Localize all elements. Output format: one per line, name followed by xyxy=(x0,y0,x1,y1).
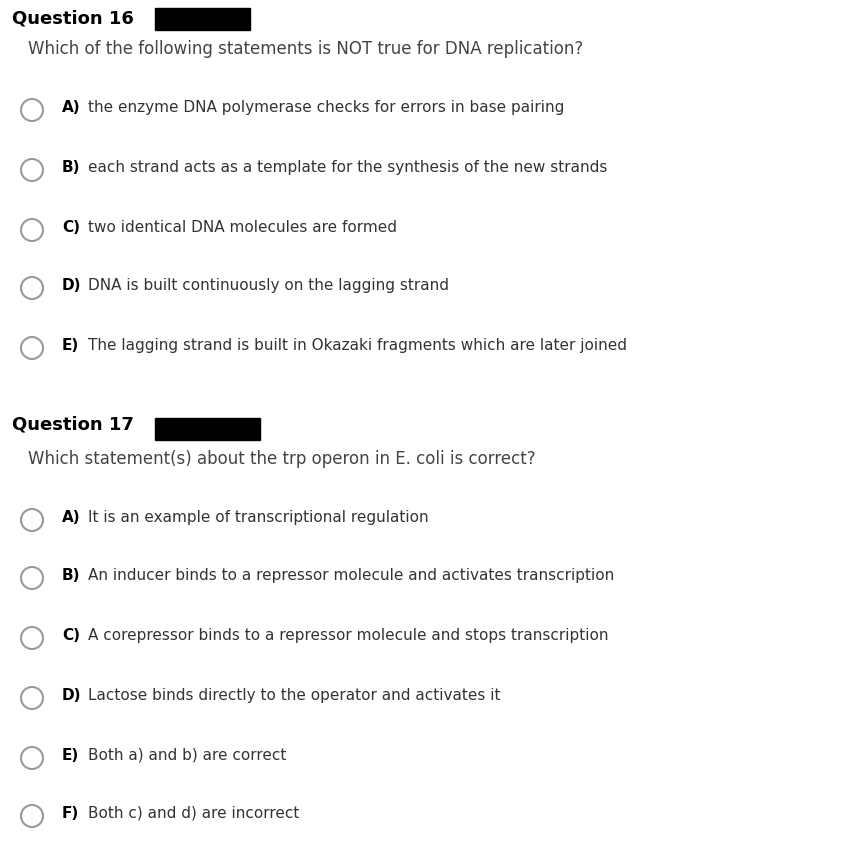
Bar xyxy=(155,418,260,440)
Text: Question 16: Question 16 xyxy=(12,10,134,28)
Text: C): C) xyxy=(62,628,80,643)
Text: C): C) xyxy=(62,220,80,235)
Text: DNA is built continuously on the lagging strand: DNA is built continuously on the lagging… xyxy=(88,278,449,293)
Text: two identical DNA molecules are formed: two identical DNA molecules are formed xyxy=(88,220,397,235)
Text: the enzyme DNA polymerase checks for errors in base pairing: the enzyme DNA polymerase checks for err… xyxy=(88,100,564,115)
Text: Which statement(s) about the trp operon in E. coli is correct?: Which statement(s) about the trp operon … xyxy=(28,450,536,468)
Text: each strand acts as a template for the synthesis of the new strands: each strand acts as a template for the s… xyxy=(88,160,607,175)
Text: Which of the following statements is NOT true for DNA replication?: Which of the following statements is NOT… xyxy=(28,40,584,58)
Text: Question 17: Question 17 xyxy=(12,415,134,433)
Text: Lactose binds directly to the operator and activates it: Lactose binds directly to the operator a… xyxy=(88,688,500,703)
Text: Both a) and b) are correct: Both a) and b) are correct xyxy=(88,748,286,763)
Text: A): A) xyxy=(62,510,81,525)
Text: D): D) xyxy=(62,688,82,703)
Text: A corepressor binds to a repressor molecule and stops transcription: A corepressor binds to a repressor molec… xyxy=(88,628,609,643)
Text: It is an example of transcriptional regulation: It is an example of transcriptional regu… xyxy=(88,510,429,525)
Text: E): E) xyxy=(62,748,79,763)
Text: D): D) xyxy=(62,278,82,293)
Bar xyxy=(155,8,250,30)
Text: B): B) xyxy=(62,568,81,583)
Text: Both c) and d) are incorrect: Both c) and d) are incorrect xyxy=(88,806,300,821)
Text: E): E) xyxy=(62,338,79,353)
Text: A): A) xyxy=(62,100,81,115)
Text: F): F) xyxy=(62,806,79,821)
Text: An inducer binds to a repressor molecule and activates transcription: An inducer binds to a repressor molecule… xyxy=(88,568,615,583)
Text: B): B) xyxy=(62,160,81,175)
Text: The lagging strand is built in Okazaki fragments which are later joined: The lagging strand is built in Okazaki f… xyxy=(88,338,627,353)
